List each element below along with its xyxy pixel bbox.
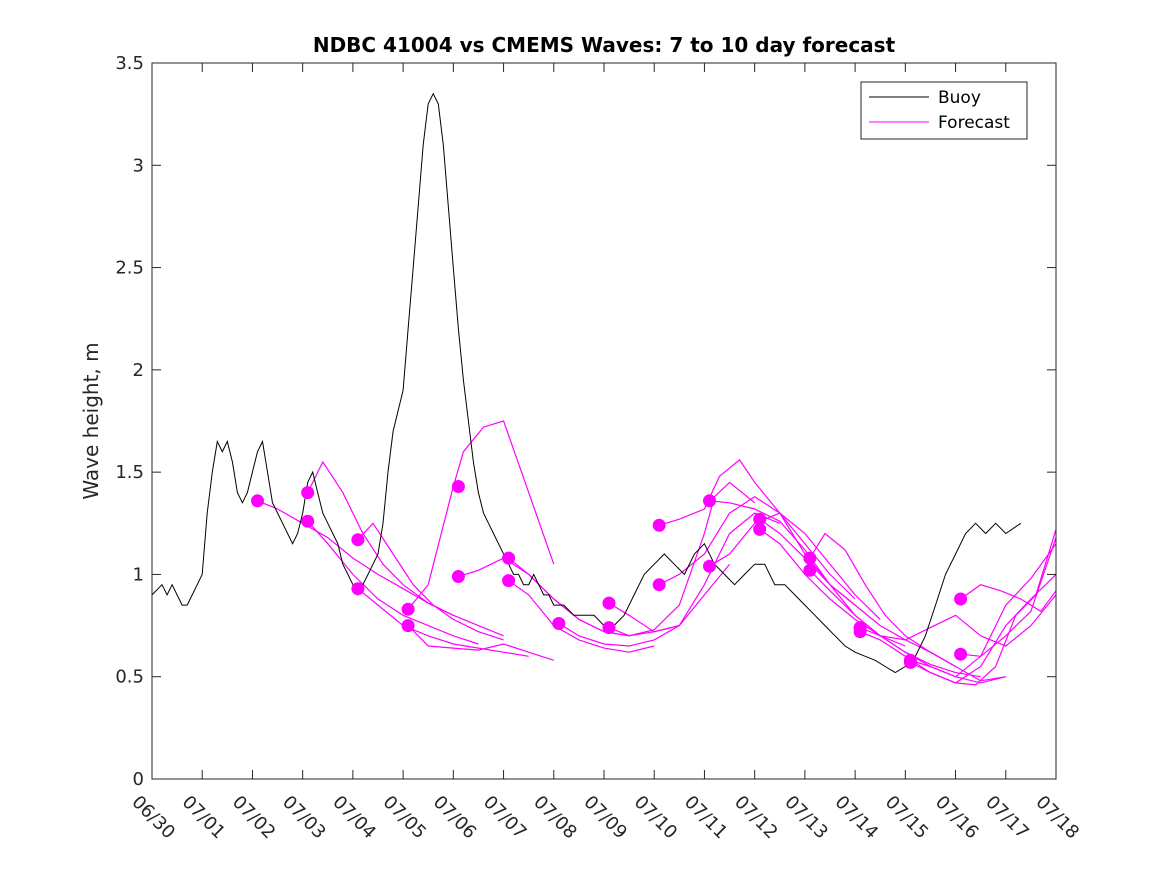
chart-title: NDBC 41004 vs CMEMS Waves: 7 to 10 day f…: [313, 33, 896, 57]
forecast-marker-14: [602, 621, 616, 635]
forecast-line-14: [659, 459, 856, 606]
legend: Buoy Forecast: [860, 81, 1028, 140]
forecast-marker-11: [502, 574, 516, 588]
forecast-line-25: [910, 529, 1057, 686]
forecast-marker-3: [301, 514, 315, 528]
y-tick-label-3: 1.5: [115, 462, 144, 483]
y-axis-label: Wave height, m: [79, 342, 103, 499]
forecast-marker-18: [703, 559, 716, 573]
axes-box: [151, 62, 1057, 780]
y-tick-label-2: 1: [133, 564, 144, 585]
plot-area: [152, 63, 1056, 779]
forecast-line-13: [608, 481, 756, 637]
data-layer: [151, 92, 1057, 686]
forecast-line-1: [257, 500, 454, 616]
forecast-line-7: [407, 625, 554, 661]
forecast-line-4: [357, 522, 504, 641]
forecast-marker-2: [301, 486, 315, 500]
forecast-marker-5: [351, 582, 365, 596]
legend-forecast-label: Forecast: [938, 113, 1010, 133]
forecast-marker-27: [954, 592, 968, 606]
y-tick-label-0: 0: [133, 769, 144, 790]
forecast-marker-15: [652, 518, 666, 532]
forecast-line-10: [508, 580, 655, 653]
forecast-marker-6: [401, 602, 415, 616]
y-tick-label-5: 2.5: [115, 258, 144, 279]
forecast-marker-13: [602, 596, 616, 610]
forecast-marker-1: [251, 494, 264, 508]
forecast-line-17: [709, 512, 881, 620]
forecast-marker-21: [803, 551, 817, 565]
forecast-marker-20: [753, 522, 767, 536]
forecast-marker-12: [552, 617, 566, 630]
forecast-marker-22: [803, 563, 817, 577]
y-tick-label-7: 3.5: [115, 53, 144, 74]
y-tick-label-1: 0.5: [115, 667, 144, 688]
forecast-line-12: [608, 512, 781, 633]
forecast-marker-4: [351, 533, 365, 547]
forecast-marker-10: [502, 551, 516, 565]
forecast-line-6: [407, 420, 555, 610]
legend-box: [860, 81, 1028, 140]
forecast-line-2: [307, 460, 504, 637]
legend-buoy-label: Buoy: [938, 88, 981, 108]
forecast-marker-19: [753, 512, 767, 526]
y-tick-label-6: 3: [133, 155, 144, 176]
forecast-line-22: [859, 594, 1057, 647]
forecast-line-20: [809, 532, 1006, 682]
forecast-marker-26: [903, 655, 917, 669]
forecast-line-9: [508, 557, 680, 637]
forecast-marker-28: [954, 647, 968, 661]
forecast-marker-17: [703, 494, 716, 508]
forecast-marker-24: [853, 625, 867, 639]
forecast-marker-16: [652, 578, 666, 592]
forecast-line-11: [558, 563, 731, 647]
forecast-line-18: [759, 518, 956, 668]
forecast-marker-7: [401, 619, 415, 633]
forecast-line-5: [357, 588, 529, 657]
forecast-line-27: [960, 537, 1057, 657]
y-tick-label-4: 2: [133, 360, 144, 381]
forecast-line-3: [307, 520, 479, 645]
buoy-line: [151, 92, 1022, 674]
forecast-line-19: [759, 528, 981, 678]
forecast-marker-9: [451, 570, 465, 583]
forecast-line-21: [809, 569, 1006, 684]
forecast-line-26: [960, 584, 1057, 613]
forecast-marker-8: [451, 480, 465, 493]
